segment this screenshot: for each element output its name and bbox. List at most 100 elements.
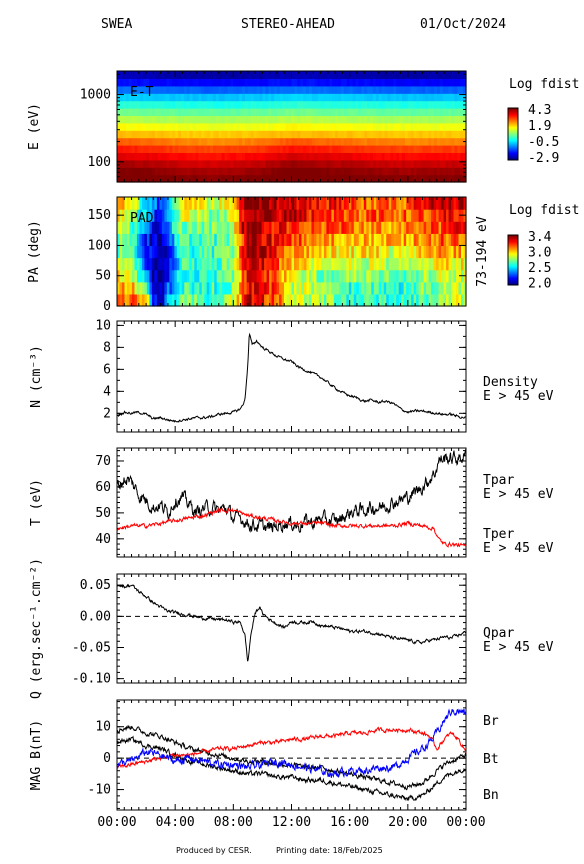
energy-time-cell [329,71,333,79]
energy-time-cell [428,100,432,109]
density-legend-name: Density [483,375,538,390]
pitch-angle-cell [363,281,367,295]
pitch-angle-cell [326,197,330,210]
energy-time-cell [361,137,365,146]
energy-time-cell [282,137,287,146]
energy-time-cell [390,145,394,153]
energy-time-cell [207,93,211,102]
pitch-angle-cell [169,293,173,307]
pitch-angle-cell [428,245,432,259]
energy-time-cell [207,78,211,87]
energy-time-cell [323,122,327,131]
energy-time-cell [189,152,194,161]
energy-time-cell [186,152,191,161]
energy-time-cell [157,174,162,183]
energy-time-cell [134,130,138,139]
pitch-angle-cell [326,245,330,259]
energy-time-cell [178,93,182,102]
heat_flux-ytick-label: 0.05 [80,578,111,593]
energy-time-cell [370,152,374,161]
energy-time-cell [410,85,415,94]
heat_flux-ytick-label: -0.10 [72,672,111,687]
pitch-angle-cell [256,293,260,307]
energy-time-cell [399,71,403,79]
energy-time-cell [390,93,394,102]
pitch-angle-cell [229,245,233,259]
energy-time-cell [137,122,141,131]
energy-time-cell [448,71,453,79]
energy-time-cell [387,71,391,79]
pitch-angle-cell [241,245,245,259]
energy-time-cell [239,85,243,94]
pitch-angle-cell [186,245,190,259]
energy-time-cell [291,145,296,153]
pitch-angle-cell [121,293,126,307]
pitch-angle-cell [436,257,440,271]
energy-time-cell [143,145,147,153]
energy-time-cell [300,100,304,109]
pitch-angle-cell [206,257,210,271]
pitch-angle-cell [453,245,457,259]
pitch-angle-cell [446,293,450,307]
energy-time-cell [244,71,249,79]
energy-time-cell [169,93,173,102]
pitch-angle-cell [229,293,233,307]
pitch-angle-cell [348,257,352,271]
energy-time-cell [294,71,298,79]
pitch-angle-colorbar-cell [508,242,518,244]
pitch-angle-cell [433,245,437,259]
energy-time-cell [378,159,383,168]
energy-time-cell [230,71,234,79]
energy-time-colorbar-cell [508,149,518,151]
energy-time-cell [172,174,176,183]
energy-time-ylabel: E (eV) [27,103,42,150]
energy-time-panel-label: E-T [130,85,154,100]
energy-time-cell [390,159,394,168]
energy-time-cell [329,93,333,102]
temperature-ytick-label: 60 [95,480,111,495]
pitch-angle-cell [146,281,151,295]
energy-time-cell [451,130,455,139]
pitch-angle-cell [381,197,385,210]
energy-time-cell [192,167,197,176]
pitch-angle-cell [224,257,228,271]
pitch-angle-cell [219,245,223,259]
energy-time-cell [381,137,386,146]
energy-time-cell [239,167,243,176]
energy-time-cell [442,108,447,116]
pitch-angle-cell [126,209,131,222]
pitch-angle-cell [221,221,225,234]
energy-time-cell [338,122,342,131]
instrument-title: SWEA [101,17,132,32]
pitch-angle-cell [338,221,342,234]
energy-time-cell [178,71,182,79]
energy-time-cell [189,145,194,153]
energy-time-cell [387,174,391,183]
pitch-angle-cell [328,245,332,259]
pitch-angle-cell [211,221,215,234]
pitch-angle-cell [426,209,430,222]
pitch-angle-cell [171,209,175,222]
energy-time-cell [378,145,383,153]
energy-time-cell [227,167,232,176]
energy-time-cell [282,122,287,131]
pitch-angle-cell [303,257,308,271]
energy-time-cell [372,152,377,161]
pitch-angle-cell [331,209,335,222]
pitch-angle-cell [376,221,380,234]
energy-time-cell [268,152,272,161]
energy-time-cell [221,71,226,79]
pitch-angle-cell [423,197,427,210]
energy-time-cell [311,152,316,161]
energy-time-cell [204,93,208,102]
pitch-angle-cell [141,257,146,271]
pitch-angle-cell [388,293,392,307]
pitch-angle-cell [161,293,165,307]
pitch-angle-cell [303,209,308,222]
energy-time-cell [439,145,444,153]
pitch-angle-panel-label: PAD [130,211,154,226]
energy-time-cell [151,137,156,146]
energy-time-cell [166,85,170,94]
pitch-angle-colorbar-tick: 3.4 [528,230,552,245]
energy-time-cell [198,137,202,146]
